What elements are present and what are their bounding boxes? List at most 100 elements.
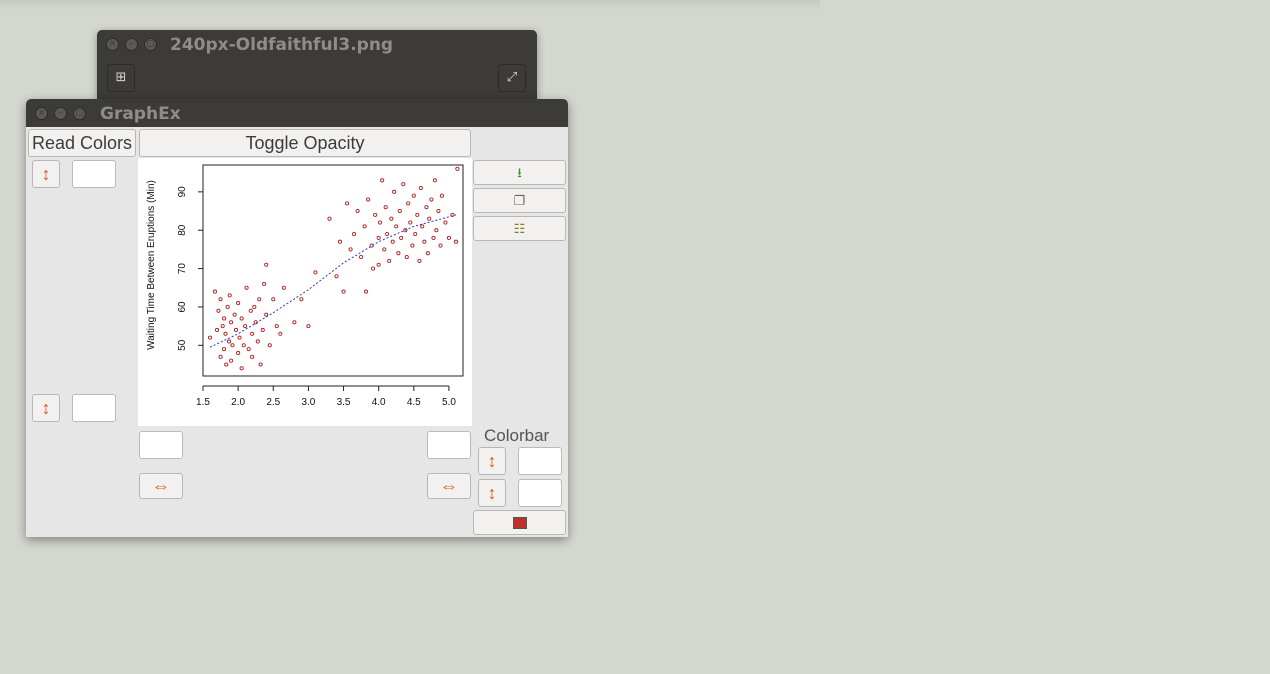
x-min-adjust-button[interactable]: ⇔ xyxy=(139,473,183,499)
data-point xyxy=(408,220,413,225)
y-min-input[interactable] xyxy=(72,394,116,422)
data-point xyxy=(359,255,364,260)
y-tick-label: 50 xyxy=(177,339,188,351)
colorbar-max-adjust-button[interactable]: ↕ xyxy=(478,447,506,475)
x-min-input[interactable] xyxy=(139,431,183,459)
data-point xyxy=(274,324,279,329)
data-point xyxy=(394,224,399,229)
colorbar-min-input[interactable] xyxy=(518,479,562,507)
data-point xyxy=(222,316,227,321)
x-max-input[interactable] xyxy=(427,431,471,459)
data-point xyxy=(271,297,276,302)
fullscreen-button[interactable]: ⤢ xyxy=(498,64,526,92)
data-point xyxy=(230,343,235,348)
data-point xyxy=(292,320,297,325)
data-point xyxy=(429,197,434,202)
data-point xyxy=(376,262,381,267)
toggle-opacity-button[interactable]: Toggle Opacity xyxy=(139,129,471,157)
colorbar-min-adjust-button[interactable]: ↕ xyxy=(478,479,506,507)
x-tick-label: 4.0 xyxy=(372,397,386,408)
y-max-input[interactable] xyxy=(72,160,116,188)
copy-button[interactable]: ❐ xyxy=(473,188,566,213)
add-button[interactable]: ⊞ xyxy=(107,64,135,92)
data-point xyxy=(334,274,339,279)
data-point xyxy=(250,331,255,336)
read-colors-button[interactable]: Read Colors xyxy=(28,129,136,157)
data-point xyxy=(385,232,390,237)
data-point xyxy=(432,178,437,183)
data-point xyxy=(229,320,234,325)
y-tick-label: 60 xyxy=(177,301,188,313)
vertical-arrows-icon: ↕ xyxy=(41,398,51,418)
plot-frame xyxy=(202,164,464,377)
data-point xyxy=(404,255,409,260)
data-point xyxy=(225,304,230,309)
colorbar-label: Colorbar xyxy=(484,426,550,445)
y-max-adjust-button[interactable]: ↕ xyxy=(32,160,60,188)
paste-button[interactable]: ☷ xyxy=(473,216,566,241)
x-tick-label: 2.5 xyxy=(266,397,280,408)
data-point xyxy=(392,189,397,194)
x-tick-label: 3.0 xyxy=(301,397,315,408)
data-point xyxy=(387,258,392,263)
data-point xyxy=(264,312,269,317)
data-point xyxy=(258,362,263,367)
data-point xyxy=(424,205,429,210)
data-point xyxy=(362,224,367,229)
maximize-icon[interactable]: □ xyxy=(73,107,86,120)
data-point xyxy=(278,331,283,336)
data-point xyxy=(399,235,404,240)
vertical-arrows-icon: ↕ xyxy=(487,451,497,471)
data-point xyxy=(243,324,248,329)
desktop-top-shadow xyxy=(0,0,820,10)
image-viewer-window: × – □ 240px-Oldfaithful3.png ⊞ ⤢ xyxy=(97,30,537,100)
data-point xyxy=(450,212,455,217)
save-button[interactable]: ⭳ xyxy=(473,160,566,185)
y-tick-label: 70 xyxy=(177,263,188,275)
data-point xyxy=(226,339,232,344)
data-point xyxy=(222,347,227,352)
data-point xyxy=(401,182,406,187)
data-point xyxy=(207,335,213,340)
colorbar-max-input[interactable] xyxy=(518,447,562,475)
data-point xyxy=(327,216,332,221)
minimize-icon[interactable]: – xyxy=(54,107,67,120)
data-point xyxy=(216,308,221,313)
data-point xyxy=(237,335,242,340)
data-point xyxy=(252,304,257,309)
data-point xyxy=(371,266,376,271)
data-point xyxy=(281,285,286,290)
data-point xyxy=(306,324,311,329)
data-point xyxy=(378,220,383,225)
x-tick-label: 4.5 xyxy=(407,397,421,408)
scatter-chart: 50 60 70 80 90 1.5 2.0 2.5 3.0 3.5 4.0 4.5 5.0 Wait… xyxy=(146,164,464,408)
close-icon[interactable]: × xyxy=(106,38,119,51)
close-icon[interactable]: × xyxy=(35,107,48,120)
y-min-adjust-button[interactable]: ↕ xyxy=(32,394,60,422)
copy-icon: ❐ xyxy=(513,193,526,208)
data-point xyxy=(396,251,401,256)
data-point xyxy=(413,232,418,237)
data-point xyxy=(418,185,423,191)
data-point xyxy=(373,212,378,217)
expand-icon: ⤢ xyxy=(506,70,518,85)
maximize-icon[interactable]: □ xyxy=(144,38,157,51)
graphex-window: × – □ GraphEx Read Colors Toggle Opacity… xyxy=(26,99,568,537)
data-point xyxy=(313,270,318,275)
data-point xyxy=(376,235,381,240)
x-max-adjust-button[interactable]: ⇔ xyxy=(427,473,471,499)
data-point xyxy=(227,293,232,298)
minimize-icon[interactable]: – xyxy=(125,38,138,51)
data-point xyxy=(345,201,350,206)
y-tick-label: 90 xyxy=(177,186,188,198)
data-point xyxy=(411,193,416,198)
data-point xyxy=(431,235,436,240)
data-point xyxy=(267,343,272,348)
horizontal-arrows-icon: ⇔ xyxy=(440,476,458,496)
data-point xyxy=(453,239,459,244)
data-point xyxy=(389,216,394,221)
image-viewer-title: 240px-Oldfaithful3.png xyxy=(170,35,394,55)
data-point xyxy=(434,228,439,233)
colormap-button[interactable] xyxy=(473,510,566,535)
save-icon: ⭳ xyxy=(517,165,522,180)
